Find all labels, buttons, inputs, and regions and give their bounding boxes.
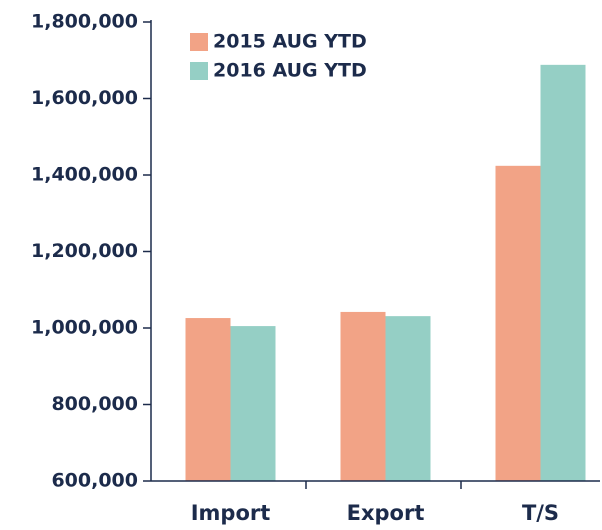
legend-label: 2015 AUG YTD [213, 31, 367, 53]
x-tick-label: T/S [522, 501, 559, 525]
bar [540, 64, 586, 481]
y-tick-label: 1,000,000 [31, 317, 138, 339]
y-tick-label: 800,000 [51, 393, 138, 415]
bar [495, 165, 541, 481]
bar [385, 316, 431, 481]
x-tick-label: Export [347, 501, 425, 525]
y-tick-label: 1,200,000 [31, 240, 138, 262]
bar [230, 326, 276, 481]
bar [185, 318, 231, 481]
legend-swatch [190, 62, 208, 80]
y-tick-label: 600,000 [51, 470, 138, 492]
legend-swatch [190, 33, 208, 51]
x-tick-label: Import [191, 501, 271, 525]
y-tick-label: 1,400,000 [31, 164, 138, 186]
y-tick-label: 1,600,000 [31, 87, 138, 109]
bar [340, 311, 386, 481]
legend-label: 2016 AUG YTD [213, 60, 367, 82]
y-tick-label: 1,800,000 [31, 11, 138, 33]
